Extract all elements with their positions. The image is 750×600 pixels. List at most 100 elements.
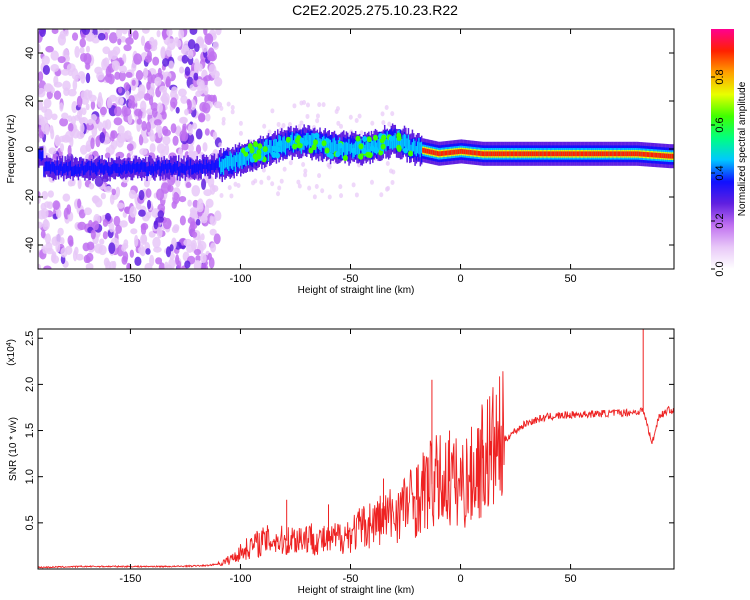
- heatmap-speck: [191, 122, 198, 130]
- heatmap-speck: [171, 226, 179, 234]
- heatmap-band-cell: [585, 151, 588, 157]
- heatmap-band-cell: [502, 151, 505, 157]
- heatmap-band-cell: [428, 149, 431, 155]
- heatmap-band-cell: [310, 135, 312, 147]
- heatmap-band-cell: [452, 149, 455, 155]
- heatmap-blob: [262, 146, 268, 153]
- heatmap-band-cell: [484, 151, 486, 157]
- heatmap-band-cell: [218, 157, 221, 168]
- heatmap-blob: [361, 148, 367, 155]
- heatmap-band-cell: [410, 144, 412, 155]
- heatmap-speck: [79, 123, 85, 134]
- heatmap-speck: [212, 131, 218, 140]
- heatmap-speck: [191, 185, 201, 197]
- heatmap-band-cell: [555, 151, 558, 157]
- heatmap-speck: [195, 128, 203, 140]
- heatmap-band-cell: [475, 150, 477, 156]
- heatmap-speck: [88, 183, 95, 190]
- heatmap-band-cell: [71, 156, 73, 176]
- heatmap-band-cell: [402, 135, 404, 152]
- heatmap-band-cell: [646, 152, 649, 157]
- heatmap-band-cell: [391, 137, 394, 150]
- heatmap-speck: [209, 183, 216, 195]
- heatmap-speck: [152, 236, 161, 249]
- heatmap-band-cell: [249, 147, 251, 159]
- heatmap-speck: [140, 246, 146, 257]
- colorbar-tick-label: 0.4: [714, 165, 726, 180]
- heatmap-speck: [193, 259, 202, 269]
- heatmap-speck: [288, 160, 293, 166]
- heatmap-band-cell: [630, 151, 633, 157]
- heatmap-band-cell: [663, 153, 666, 159]
- heatmap-band-cell: [416, 141, 419, 154]
- heatmap-speck: [46, 247, 54, 255]
- heatmap-band-cell: [405, 134, 407, 150]
- heatmap-band-cell: [340, 144, 342, 155]
- heatmap-speck: [116, 29, 123, 39]
- heatmap-speck: [86, 241, 95, 251]
- heatmap-band-cell: [383, 133, 386, 149]
- heatmap-band-cell: [332, 138, 334, 154]
- snr-x-tick-label: 50: [564, 573, 576, 585]
- heatmap-band-cell: [238, 152, 241, 169]
- heatmap-speck: [184, 260, 191, 269]
- spectrogram-y-tick-label: 40: [24, 47, 36, 59]
- heatmap-speck: [219, 105, 224, 111]
- heatmap-speck: [162, 58, 170, 67]
- heatmap-band-cell: [191, 165, 193, 175]
- heatmap-speck: [79, 38, 87, 48]
- heatmap-speck: [213, 233, 221, 245]
- heatmap-band-cell: [439, 151, 441, 157]
- heatmap-band-cell: [655, 152, 658, 158]
- heatmap-speck: [229, 193, 234, 199]
- heatmap-speck: [201, 102, 211, 114]
- heatmap-speck: [77, 71, 86, 80]
- heatmap-speck: [201, 178, 207, 190]
- heatmap-band-cell: [38, 148, 40, 159]
- heatmap-speck: [79, 46, 85, 54]
- heatmap-band-cell: [331, 142, 333, 156]
- heatmap-band-cell: [158, 159, 160, 170]
- heatmap-band-cell: [649, 152, 651, 158]
- heatmap-band-cell: [308, 134, 311, 151]
- spectrogram-x-tick-label: -50: [343, 273, 359, 285]
- heatmap-speck: [200, 233, 205, 241]
- heatmap-speck: [99, 238, 105, 245]
- heatmap-blob: [380, 143, 386, 150]
- heatmap-speck: [187, 49, 194, 60]
- heatmap-speck: [338, 184, 343, 190]
- heatmap-speck: [42, 122, 49, 135]
- heatmap-speck: [103, 186, 113, 193]
- heatmap-speck: [120, 36, 127, 43]
- heatmap-speck: [153, 246, 162, 253]
- heatmap-band-cell: [255, 142, 258, 159]
- heatmap-speck: [190, 209, 198, 219]
- heatmap-band-cell: [113, 161, 115, 171]
- heatmap-band-cell: [118, 156, 121, 176]
- heatmap-speck: [38, 100, 44, 111]
- heatmap-speck: [97, 32, 106, 41]
- heatmap-speck: [108, 242, 116, 255]
- heatmap-band-cell: [69, 160, 72, 171]
- heatmap-band-cell: [242, 151, 245, 166]
- colorbar-tick-label: 0.0: [714, 261, 726, 276]
- heatmap-speck: [85, 122, 94, 131]
- spectrogram-y-tick-label: -40: [24, 237, 36, 253]
- heatmap-speck: [125, 90, 130, 100]
- heatmap-band-cell: [358, 142, 361, 157]
- heatmap-speck: [134, 234, 139, 247]
- snr-y-tick-label: 0.5: [24, 515, 36, 530]
- heatmap-speck: [76, 109, 83, 120]
- heatmap-band-cell: [78, 157, 81, 177]
- heatmap-speck: [270, 181, 275, 187]
- heatmap-speck: [203, 75, 212, 82]
- heatmap-blob: [381, 134, 387, 141]
- heatmap-speck: [184, 108, 189, 116]
- heatmap-speck: [214, 77, 223, 87]
- heatmap-speck: [180, 95, 188, 104]
- heatmap-band-cell: [666, 153, 669, 159]
- heatmap-band-cell: [212, 160, 214, 170]
- heatmap-band-cell: [72, 166, 74, 177]
- heatmap-speck: [230, 104, 235, 110]
- heatmap-band-cell: [498, 151, 501, 157]
